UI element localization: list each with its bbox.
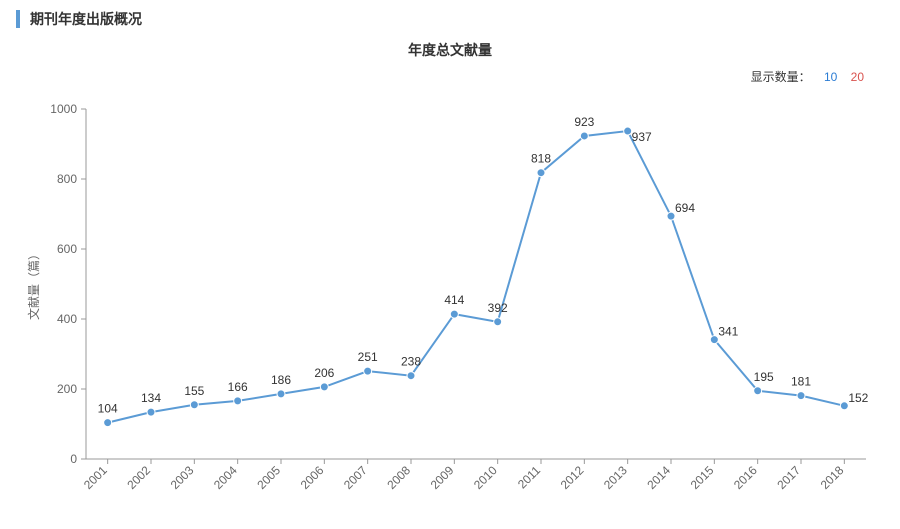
data-point[interactable]: [407, 372, 415, 380]
value-label: 238: [401, 355, 421, 369]
data-point[interactable]: [364, 367, 372, 375]
x-tick-label: 2014: [644, 463, 673, 492]
x-tick-label: 2011: [515, 463, 543, 491]
x-tick-label: 2013: [601, 463, 630, 492]
data-point[interactable]: [667, 212, 675, 220]
y-tick-label: 400: [57, 312, 77, 326]
data-point[interactable]: [797, 392, 805, 400]
x-tick-label: 2007: [341, 463, 370, 492]
value-label: 392: [488, 301, 508, 315]
value-label: 166: [228, 380, 248, 394]
data-point[interactable]: [147, 408, 155, 416]
data-point[interactable]: [537, 169, 545, 177]
data-point[interactable]: [754, 387, 762, 395]
display-count-label: 显示数量：: [751, 70, 811, 84]
x-tick-label: 2018: [818, 463, 847, 492]
value-label: 694: [675, 201, 695, 215]
x-tick-label: 2009: [428, 463, 457, 492]
y-tick-label: 0: [70, 452, 77, 466]
value-label: 155: [184, 384, 204, 398]
display-option-20[interactable]: 20: [851, 70, 864, 84]
display-option-10[interactable]: 10: [824, 70, 837, 84]
value-label: 818: [531, 152, 551, 166]
value-label: 937: [632, 130, 652, 144]
series-line: [108, 131, 845, 423]
y-tick-label: 200: [57, 382, 77, 396]
x-tick-label: 2006: [298, 463, 327, 492]
value-label: 414: [444, 293, 464, 307]
value-label: 923: [574, 115, 594, 129]
y-axis-label: 文献量（篇）: [26, 248, 41, 320]
x-tick-label: 2003: [168, 463, 197, 492]
data-point[interactable]: [320, 383, 328, 391]
data-point[interactable]: [840, 402, 848, 410]
data-point[interactable]: [190, 401, 198, 409]
value-label: 341: [718, 325, 738, 339]
value-label: 104: [98, 402, 118, 416]
value-label: 206: [314, 366, 334, 380]
value-label: 195: [754, 370, 774, 384]
display-count-row: 显示数量： 10 20: [16, 68, 884, 85]
x-tick-label: 2001: [81, 463, 110, 492]
line-chart: 0 200 400 600 800 1000 文献量（篇） 2001 2002 2003 2004 2…: [16, 89, 884, 519]
value-label: 251: [358, 350, 378, 364]
data-point[interactable]: [624, 127, 632, 135]
data-point[interactable]: [104, 419, 112, 427]
value-label: 186: [271, 373, 291, 387]
value-label: 134: [141, 391, 161, 405]
data-point[interactable]: [277, 390, 285, 398]
data-point[interactable]: [450, 310, 458, 318]
x-tick-label: 2015: [688, 463, 717, 492]
x-tick-label: 2010: [471, 463, 500, 492]
x-tick-label: 2008: [384, 463, 413, 492]
x-tick-label: 2004: [211, 463, 240, 492]
data-point[interactable]: [494, 318, 502, 326]
data-point[interactable]: [710, 336, 718, 344]
chart-title: 年度总文献量: [16, 40, 884, 60]
x-tick-label: 2016: [731, 463, 760, 492]
x-tick-label: 2002: [124, 463, 153, 492]
x-tick-label: 2012: [558, 463, 587, 492]
data-point[interactable]: [234, 397, 242, 405]
chart-container: 0 200 400 600 800 1000 文献量（篇） 2001 2002 2003 2004 2…: [16, 89, 884, 519]
value-label: 181: [791, 375, 811, 389]
y-tick-label: 1000: [50, 102, 77, 116]
x-tick-label: 2017: [774, 463, 803, 492]
y-tick-label: 800: [57, 172, 77, 186]
data-point[interactable]: [580, 132, 588, 140]
value-label: 152: [848, 391, 868, 405]
section-title: 期刊年度出版概况: [16, 10, 884, 28]
y-tick-label: 600: [57, 242, 77, 256]
x-tick-label: 2005: [254, 463, 283, 492]
